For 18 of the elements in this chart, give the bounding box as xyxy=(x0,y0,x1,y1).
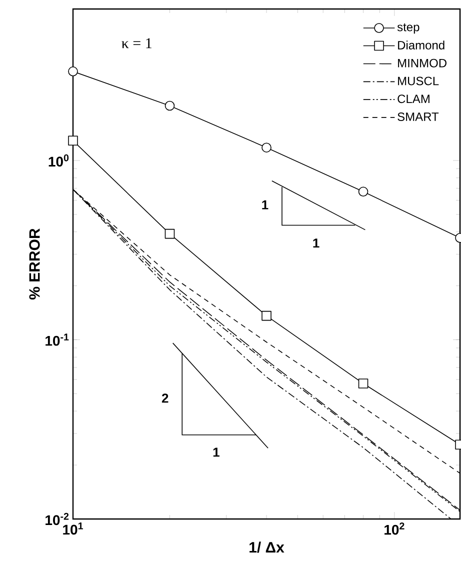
annotation: 1 xyxy=(213,448,220,457)
legend-label: step xyxy=(397,23,420,34)
legend-label: CLAM xyxy=(398,94,430,104)
x-tick-label: 10$^{2}$ xyxy=(384,522,404,535)
annotation: κ = 1 xyxy=(122,38,152,48)
annotation: 1 xyxy=(313,238,320,248)
y-tick-label: 10$^{0}$ xyxy=(48,154,69,167)
legend-label: SMART xyxy=(398,112,439,121)
legend-label: MUSCL xyxy=(398,76,439,86)
annotation: 2 xyxy=(162,394,168,403)
y-axis-title: % ERROR xyxy=(29,228,40,300)
x-axis-title: 1/ Δx xyxy=(250,542,284,553)
legend-label: MINMOD xyxy=(398,58,446,68)
x-tick-label: 10$^{1}$ xyxy=(63,522,83,535)
y-tick-label: 10$^{-2}$ xyxy=(46,512,69,526)
legend-label: Diamond xyxy=(398,40,444,50)
annotation: 1 xyxy=(262,200,268,210)
y-tick-label: 10$^{-1}$ xyxy=(46,334,69,346)
